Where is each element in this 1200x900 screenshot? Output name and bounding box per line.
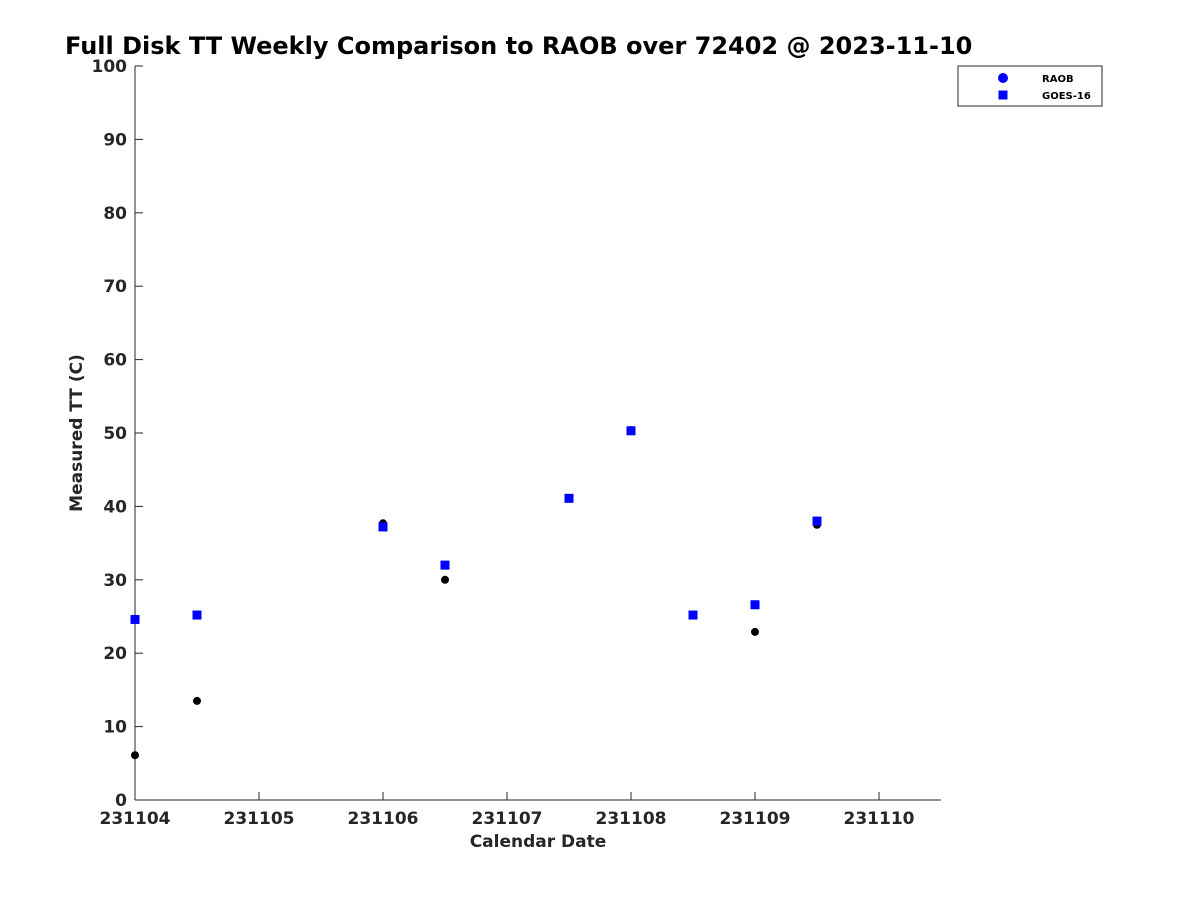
raob-point [193, 696, 201, 705]
legend: RAOB GOES-16 [957, 65, 1103, 107]
legend-label: RAOB [1042, 74, 1074, 85]
raob-point [131, 751, 139, 760]
legend-marker-raob [998, 73, 1008, 83]
goes16-point [440, 560, 450, 570]
y-tick-label: 30 [103, 571, 127, 591]
goes16-point [192, 610, 202, 620]
y-ticks: 0 10 20 30 40 50 60 70 80 90 100 [92, 57, 143, 811]
goes16-point [750, 600, 760, 610]
y-tick-label: 80 [103, 204, 127, 224]
y-tick-label: 20 [103, 644, 127, 664]
legend-label: GOES-16 [1042, 91, 1091, 102]
x-tick-label: 231108 [596, 809, 667, 829]
legend-marker-goes16 [998, 90, 1008, 100]
y-tick-label: 0 [115, 791, 127, 811]
goes16-point [688, 610, 698, 620]
chart-title: Full Disk TT Weekly Comparison to RAOB o… [65, 32, 972, 60]
legend-box [957, 65, 1103, 107]
raob-point [751, 627, 759, 636]
x-tick-label: 231107 [472, 809, 543, 829]
data-points [130, 426, 822, 760]
x-tick-label: 231105 [224, 809, 295, 829]
x-tick-label: 231106 [348, 809, 419, 829]
y-axis-label: Measured TT (C) [67, 354, 87, 512]
x-tick-label: 231104 [100, 809, 171, 829]
x-tick-label: 231110 [844, 809, 915, 829]
goes16-point [130, 614, 140, 624]
y-tick-label: 100 [92, 57, 128, 77]
y-tick-label: 50 [103, 424, 127, 444]
x-tick-label: 231109 [720, 809, 791, 829]
x-ticks: 231104 231105 231106 231107 231108 231109 2311… [100, 792, 915, 829]
goes16-point [626, 426, 636, 436]
goes16-point [378, 522, 388, 532]
goes16-point [564, 493, 574, 503]
raob-point [441, 575, 449, 584]
y-tick-label: 70 [103, 277, 127, 297]
y-tick-label: 40 [103, 497, 127, 517]
x-axis-label: Calendar Date [470, 832, 607, 852]
goes16-point [812, 516, 822, 526]
axes [134, 66, 941, 801]
y-tick-label: 60 [103, 351, 127, 371]
y-tick-label: 90 [103, 130, 127, 150]
y-tick-label: 10 [103, 718, 127, 738]
